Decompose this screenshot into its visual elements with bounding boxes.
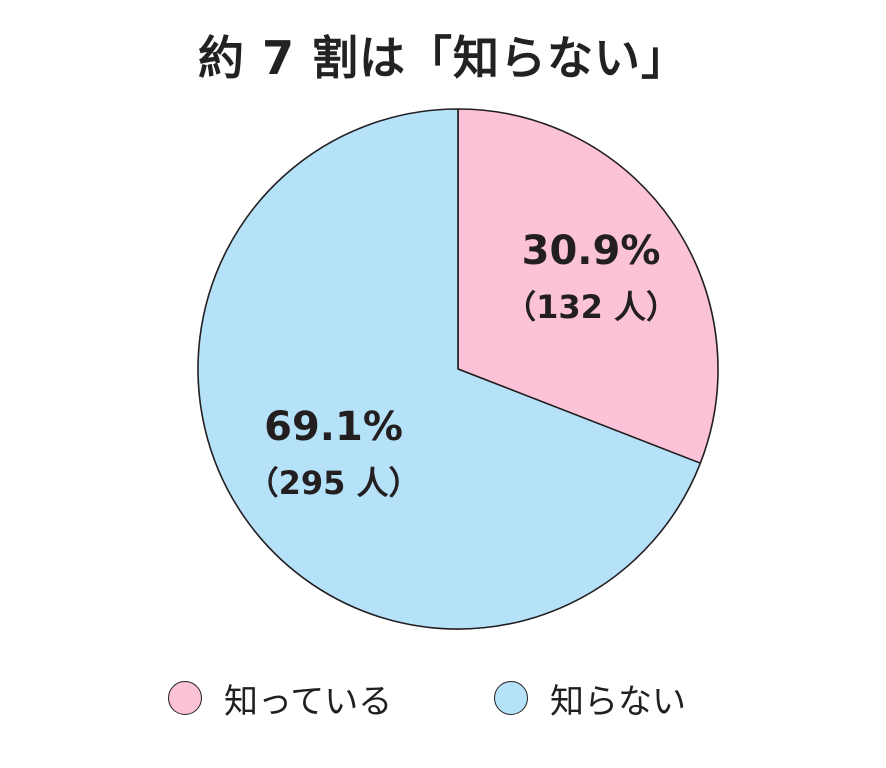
legend-label-knows: 知っている <box>224 681 393 722</box>
chart-title: 約 7 割は「知らない」 <box>197 31 689 85</box>
pie-slice-does-not-know <box>197 108 702 630</box>
legend-swatch-knows <box>168 681 202 715</box>
legend-swatch-does-not-know <box>494 681 528 715</box>
slice-percent-label-does-not-know: 69.1% <box>264 404 403 450</box>
pie-slice-knows <box>457 108 719 464</box>
slice-count-label-knows: （132 人） <box>504 288 678 326</box>
slice-percent-label-knows: 30.9% <box>522 228 661 274</box>
legend-label-does-not-know: 知らない <box>550 681 686 722</box>
legend-item-does-not-know: 知らない <box>494 672 686 724</box>
slice-count-label-does-not-know: （295 人） <box>247 464 421 502</box>
legend-item-knows: 知っている <box>168 672 392 724</box>
legend: 知っている 知らない <box>0 672 886 724</box>
